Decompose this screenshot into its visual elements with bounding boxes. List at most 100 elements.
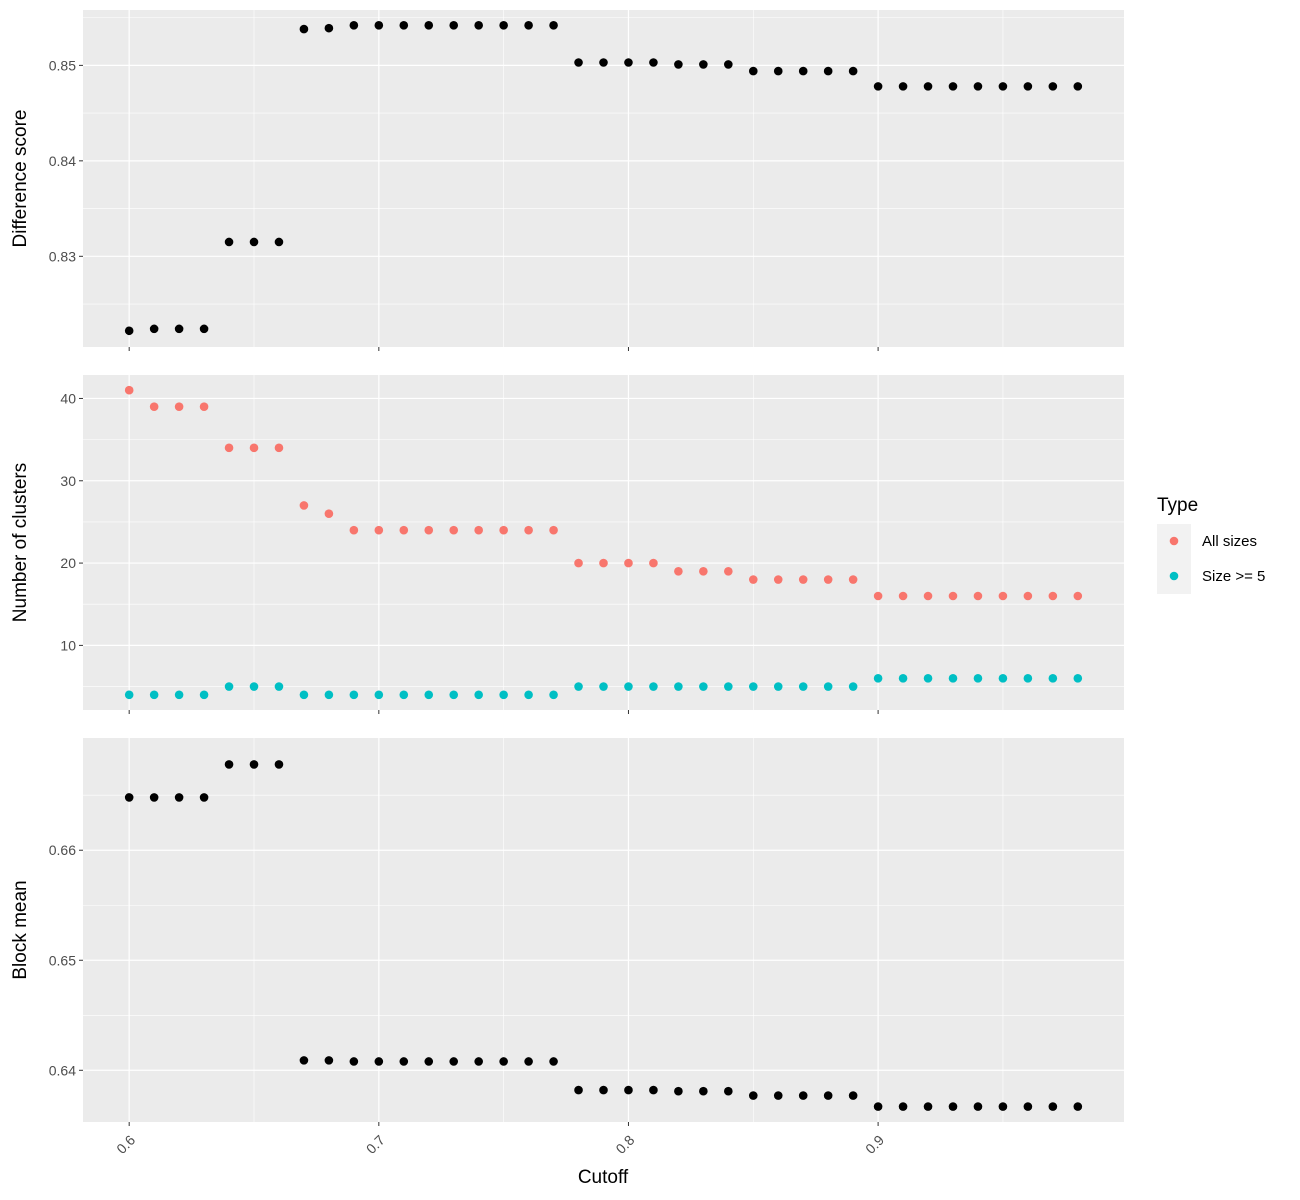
x-tick-label: 0.8 — [612, 1132, 637, 1157]
data-point — [374, 690, 384, 700]
data-point — [199, 402, 209, 411]
data-point — [649, 1085, 658, 1095]
data-point — [149, 793, 159, 802]
data-point — [923, 82, 933, 91]
data-point — [424, 20, 434, 30]
data-point — [1023, 591, 1033, 601]
data-point — [174, 324, 184, 334]
data-point — [374, 20, 384, 30]
data-point — [948, 1102, 958, 1111]
data-point — [674, 60, 683, 69]
data-point — [324, 23, 334, 33]
data-point — [349, 20, 359, 30]
x-tick-label: 0.6 — [113, 1132, 138, 1157]
data-point — [549, 525, 558, 535]
data-point — [349, 690, 359, 700]
data-point — [1048, 1102, 1058, 1111]
data-point — [249, 682, 259, 691]
legend-entries: All sizes Size >= 5 — [1169, 533, 1265, 585]
data-point — [399, 525, 409, 535]
data-point — [224, 237, 234, 247]
data-point — [998, 591, 1008, 601]
data-point — [574, 58, 583, 67]
data-point — [873, 1102, 883, 1111]
series-all-sizes — [124, 385, 1083, 601]
series-points — [124, 760, 1083, 1111]
panel-3: 0.64 0.65 0.66 Block mean — [10, 738, 1124, 1126]
data-point — [149, 324, 159, 334]
data-point — [399, 690, 409, 700]
panel-background — [83, 738, 1124, 1122]
data-point — [324, 1056, 334, 1065]
data-point — [1073, 674, 1083, 683]
y-tick-label: 30 — [60, 473, 76, 489]
data-point — [299, 690, 309, 700]
legend: Type All sizes Size >= 5 — [1157, 495, 1265, 594]
data-point — [449, 690, 459, 700]
y-tick-label: 0.83 — [49, 248, 76, 264]
data-point — [748, 682, 758, 691]
data-point — [848, 1091, 858, 1100]
data-point — [724, 1086, 733, 1096]
data-point — [574, 558, 583, 568]
data-point — [848, 682, 858, 691]
data-point — [549, 20, 558, 30]
data-point — [624, 1085, 633, 1095]
data-point — [624, 558, 633, 568]
data-point — [424, 1057, 434, 1066]
y-tick-label: 0.85 — [49, 57, 76, 73]
data-point — [624, 58, 633, 67]
data-point — [399, 20, 409, 30]
data-point — [773, 682, 783, 691]
data-point — [1048, 591, 1058, 601]
data-point — [674, 1086, 683, 1096]
data-point — [474, 690, 483, 700]
legend-key-background — [1157, 524, 1191, 594]
data-point — [998, 1102, 1008, 1111]
data-point — [973, 1102, 983, 1111]
y-tick-label: 0.65 — [49, 952, 76, 968]
data-point — [674, 682, 683, 691]
legend-key-2 — [1169, 571, 1179, 581]
data-point — [299, 501, 309, 510]
data-point — [948, 82, 958, 91]
data-point — [1048, 82, 1058, 91]
data-point — [848, 575, 858, 584]
data-point — [948, 674, 958, 683]
data-point — [823, 682, 833, 691]
data-point — [249, 237, 259, 247]
data-point — [624, 682, 633, 691]
y-axis-title: Difference score — [10, 110, 31, 248]
data-point — [174, 402, 184, 411]
data-point — [923, 674, 933, 683]
data-point — [873, 82, 883, 91]
data-point — [349, 1057, 359, 1066]
data-point — [499, 1057, 508, 1066]
data-point — [699, 60, 708, 69]
data-point — [973, 82, 983, 91]
data-point — [124, 326, 134, 336]
data-point — [898, 674, 908, 683]
data-point — [424, 690, 434, 700]
data-point — [724, 567, 733, 576]
data-point — [124, 690, 134, 700]
data-point — [649, 58, 658, 67]
data-point — [549, 1057, 558, 1066]
x-axis: 0.6 0.7 0.8 0.9 — [113, 1132, 887, 1157]
data-point — [1073, 1102, 1083, 1111]
data-point — [274, 443, 284, 453]
y-axis-title: Block mean — [10, 880, 31, 979]
data-point — [374, 1057, 384, 1066]
data-point — [199, 324, 209, 334]
panel-2: 10 20 30 40 Number of clusters — [10, 375, 1124, 714]
data-point — [948, 591, 958, 601]
data-point — [299, 1056, 309, 1065]
data-point — [474, 525, 483, 535]
data-point — [674, 567, 683, 576]
data-point — [923, 591, 933, 601]
data-point — [898, 591, 908, 601]
data-point — [149, 690, 159, 700]
data-point — [524, 20, 533, 30]
data-point — [1073, 591, 1083, 601]
